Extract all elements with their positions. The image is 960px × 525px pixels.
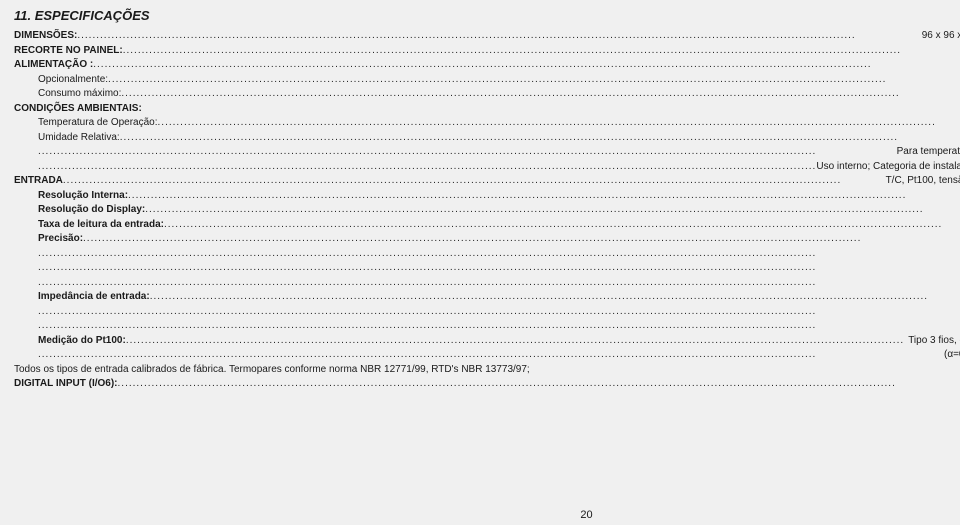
imp-l2: 0-5 V: >1 MΩ: [14, 305, 960, 320]
precisao: Precisão:Termopares J, K e T: 0.25 % do …: [14, 232, 960, 247]
pt100-l2: (α=0.00385), corrente de excitação de 0,…: [14, 348, 960, 363]
entrada: ENTRADA T/C, Pt100, tensão e corrente; c…: [14, 174, 960, 189]
prec-l2: Termopares N, R, S: 0.25 % do FS ±3 ºC: [14, 247, 960, 262]
taxa: Taxa de leitura da entrada:5 por segundo: [14, 218, 960, 233]
uso-interno: Uso interno; Categoria de instalação II,…: [14, 160, 960, 175]
pt100: Medição do Pt100:Tipo 3 fios, com compen…: [14, 334, 960, 349]
calib-note: Todos os tipos de entrada calibrados de …: [14, 363, 960, 378]
umidade: Umidade Relativa:80 % até 30 ºC.: [14, 131, 960, 146]
res-display: Resolução do Display: 12000 níveis (de -…: [14, 203, 960, 218]
spec-title: 11. ESPECIFICAÇÕES: [14, 8, 960, 23]
aliment: ALIMENTAÇÃO : 100 a 240 Vac/dc (±10 %), …: [14, 58, 960, 73]
prec-l4: 4-20 mA, 0-50 mV, 0-5 Vdc: 0.2 % do FS: [14, 276, 960, 291]
digital-input: DIGITAL INPUT (I/O6): Contato Seco ou NP…: [14, 377, 960, 392]
prec-l3: Pt100: 0.2 % do FS: [14, 261, 960, 276]
imp-l3: 4-20 ma: 15 Ω (+2 Vdc @ 20 mA): [14, 319, 960, 334]
res-interna: Resolução Interna: 19500 níveis: [14, 189, 960, 204]
impedancia: Impedância de entrada: 0-50 mV, Pt100 e …: [14, 290, 960, 305]
dims: DIMENSÕES: 96 x 96 x 92 mm (1/16 DIN). P…: [14, 29, 960, 44]
left-column: 11. ESPECIFICAÇÕES DIMENSÕES: 96 x 96 x …: [14, 8, 960, 521]
opcional: Opcionalmente: 24 Vac/dc ±10 %: [14, 73, 960, 88]
cond-ambientais: CONDIÇÕES AMBIENTAIS:: [14, 102, 960, 117]
recorte: RECORTE NO PAINEL: 93 x 93 mm (+0.5 -0.0…: [14, 44, 960, 59]
umid-note: Para temperaturas maiores que 30 ºC, dim…: [14, 145, 960, 160]
page-number: 20: [14, 501, 960, 521]
temp-op: Temperatura de Operação: 5 a 50 ºC: [14, 116, 960, 131]
consumo: Consumo máximo: 9 VA: [14, 87, 960, 102]
